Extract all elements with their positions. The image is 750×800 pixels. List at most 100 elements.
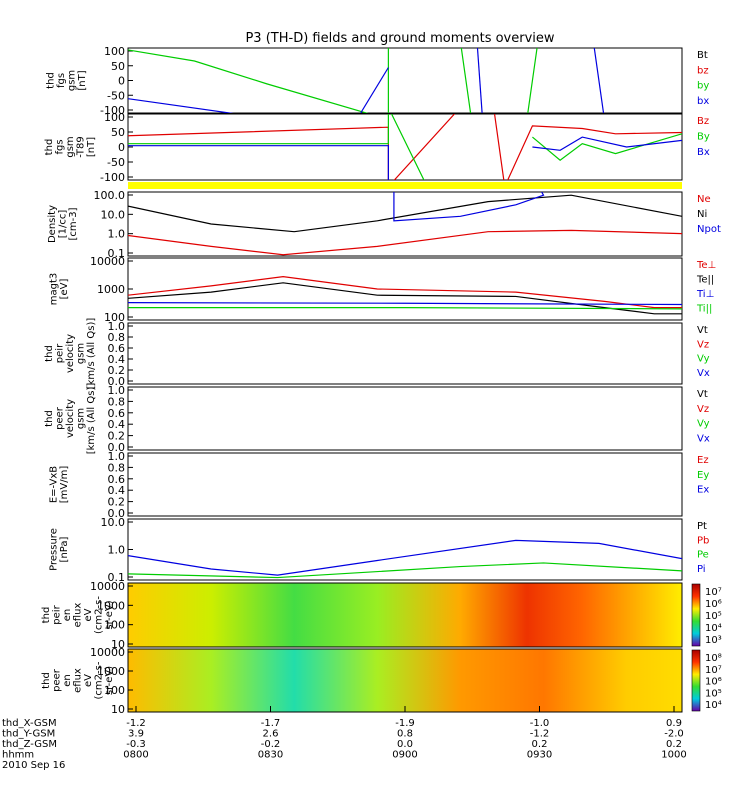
time-row-value: 0.2 <box>532 739 548 750</box>
panel-pressure: 10.0 1.0 0.1 Pressure [nPa] Pt Pb Pe Pi <box>49 516 710 584</box>
y-tick-label: 0.8 <box>108 395 126 408</box>
y-axis-label: gsm <box>65 136 76 157</box>
y-tick-label: -50 <box>107 89 125 102</box>
panel-peir-velocity: 1.00.80.60.40.20.0 thd peir velocity gsm [km/… <box>44 318 710 390</box>
y-axis-label: Pressure <box>49 528 60 571</box>
trace-Bz <box>128 114 456 180</box>
y-tick-label: 0.8 <box>108 461 126 474</box>
y-axis-label: sr-eV) <box>104 600 115 629</box>
legend-Vz: Vz <box>697 404 709 415</box>
panel-fgs-t89: 100 50 0 -50 -100 thd fgs gsm -T89 [nT] Bz By Bx <box>44 111 710 189</box>
y-tick-label: 10 <box>111 703 125 716</box>
y-axis-label: (cm2-s- <box>94 661 105 699</box>
y-axis-label: [mV/m] <box>59 466 70 504</box>
trace-bx-storm <box>476 48 483 113</box>
y-axis-label: Density <box>47 205 58 243</box>
trace-By <box>128 114 425 180</box>
time-row-value: 1000 <box>661 750 686 761</box>
colorbar-label: 10³ <box>705 635 722 646</box>
legend-Vy: Vy <box>697 419 710 430</box>
time-row-value: 0.9 <box>666 718 682 729</box>
y-tick-label: 10000 <box>90 255 125 268</box>
y-axis-label: peer <box>52 668 63 692</box>
y-tick-label: 1.0 <box>108 320 126 333</box>
panel-density: 100.0 10.0 1.0 0.1 Density [1/cc] [cm-3] Ne Ni Np… <box>47 189 721 260</box>
time-row-label: thd_X-GSM <box>2 718 57 729</box>
y-tick-label: 0 <box>118 75 125 88</box>
y-axis-label: thd <box>44 345 55 362</box>
trace-Pe <box>128 562 682 579</box>
y-axis-label: velocity <box>65 399 76 438</box>
time-row-value: -1.7 <box>261 718 281 729</box>
y-tick-label: 1.0 <box>108 544 126 557</box>
panel-frame <box>127 191 683 257</box>
data-quality-bar <box>128 182 682 189</box>
y-axis-label: sr-eV) <box>104 666 115 695</box>
trace-by <box>128 49 369 113</box>
y-axis-label: thd <box>46 72 57 89</box>
legend-Bx: Bx <box>697 147 710 158</box>
y-axis-label: [cm-3] <box>68 207 79 240</box>
time-row-value: -0.2 <box>261 739 281 750</box>
y-tick-label: 10 <box>111 638 125 651</box>
y-tick-label: 0.0 <box>108 507 126 520</box>
colorbar-label: 10⁵ <box>705 611 722 622</box>
legend-Ne: Ne <box>697 194 711 205</box>
time-row-value: 0.8 <box>397 729 413 740</box>
panel-frame <box>127 322 683 385</box>
legend-Npot: Npot <box>697 224 721 235</box>
time-row-label: thd_Z-GSM <box>2 739 57 750</box>
y-tick-label: 100 <box>104 45 125 58</box>
panel-frame <box>127 257 683 321</box>
legend-Vt: Vt <box>697 325 708 336</box>
y-axis-label: [eV] <box>59 279 70 300</box>
panel-peer-velocity: 1.00.80.60.40.20.0 thd peer velocity gsm [km/… <box>44 383 710 455</box>
colorbar <box>691 649 701 712</box>
trace-Ti-perp <box>128 302 682 306</box>
y-axis-label: (cm2-s- <box>94 596 105 634</box>
trace-Bx <box>128 145 389 180</box>
y-axis-label: magt3 <box>49 273 60 306</box>
time-row-label: hhmm <box>2 750 34 761</box>
y-axis-label: thd <box>44 410 55 427</box>
time-row-value: -1.9 <box>395 718 415 729</box>
time-row-value: 3.9 <box>128 729 144 740</box>
trace-Te-par <box>128 282 682 315</box>
colorbar-label: 10⁴ <box>705 623 722 634</box>
y-axis-label: gsm <box>76 343 87 364</box>
trace-bx <box>128 98 234 113</box>
spectrogram-image <box>128 583 682 647</box>
panel-frame <box>127 452 683 517</box>
panel-traces <box>128 114 682 180</box>
legend-Ti⊥: Ti⊥ <box>696 289 714 300</box>
y-tick-label: 0.2 <box>108 496 126 509</box>
y-tick-label: -100 <box>100 171 125 184</box>
y-tick-label: 10.0 <box>101 208 126 221</box>
y-tick-label: 0.2 <box>108 430 126 443</box>
y-tick-label: 0.0 <box>108 375 126 388</box>
y-tick-label: 0.6 <box>108 407 126 420</box>
legend-Pt: Pt <box>697 521 707 532</box>
colorbar-label: 10⁷ <box>705 587 722 598</box>
legend-Te||: Te|| <box>696 275 714 286</box>
trace-Pi <box>128 539 682 576</box>
y-tick-label: 0.8 <box>108 331 126 344</box>
legend-Pe: Pe <box>697 550 709 561</box>
y-tick-label: 0.1 <box>108 571 126 584</box>
legend-Vx: Vx <box>697 368 710 379</box>
spectrogram-image <box>128 649 682 712</box>
legend-Te⊥: Te⊥ <box>696 260 716 271</box>
trace-Te-perp <box>128 275 682 309</box>
panel-temperature: 10000 1000 100 magt3 [eV] Te⊥ Te|| Ti⊥ Ti|| <box>49 255 717 324</box>
y-axis-label: fgs <box>55 139 66 154</box>
time-row-value: 0.2 <box>666 739 682 750</box>
y-axis-label: [km/s (All Qs)] <box>86 318 97 390</box>
legend-Ez: Ez <box>697 455 709 466</box>
y-tick-label: 0.1 <box>108 247 126 260</box>
y-axis-label: [km/s (All Qs)] <box>86 383 97 455</box>
y-tick-label: 10000 <box>90 580 125 593</box>
y-axis-label: peer <box>55 406 66 430</box>
